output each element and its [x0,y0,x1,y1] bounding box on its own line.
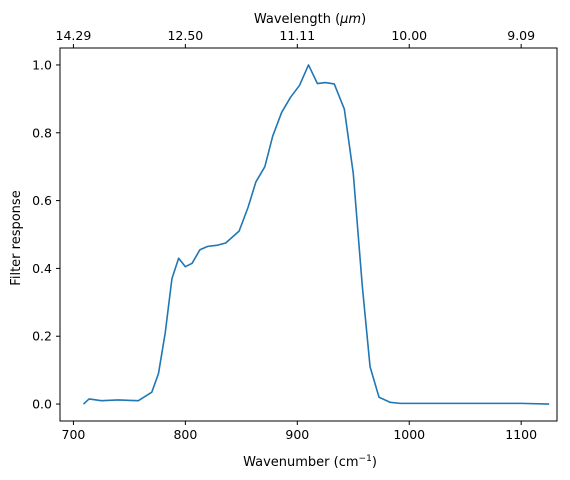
top-tick-label: 14.29 [56,28,92,43]
top-tick-label: 9.09 [507,28,535,43]
series-line-0 [82,64,550,405]
x-axis-label-text: Wavenumber (cm [243,455,358,470]
y-axis-label: Filter response [9,190,24,285]
plot-area [82,64,550,405]
top-x-axis-label-close: ) [361,12,366,27]
top-x-axis-label: Wavelength (μm) [254,12,366,27]
x-tick-label: 900 [285,427,309,442]
y-tick-label: 1.0 [32,57,52,72]
y-tick-label: 0.4 [32,261,52,276]
x-tick-label: 700 [62,427,86,442]
top-tick-label: 12.50 [167,28,203,43]
top-tick-label: 10.00 [391,28,427,43]
y-tick-label: 0.0 [32,397,52,412]
x-tick-label: 800 [173,427,197,442]
top-x-axis-label-text: Wavelength ( [254,12,340,27]
x-tick-label: 1100 [505,427,537,442]
y-tick-label: 0.6 [32,193,52,208]
x-axis-label: Wavenumber (cm−1) [243,454,377,470]
x-axis-label-close: ) [372,455,377,470]
top-tick-label: 11.11 [279,28,315,43]
axis-ticks: 700 800 900 1000 1100 0.0 0.2 0.4 0.6 0.8 1.0 14.29… [32,28,537,442]
top-x-axis-label-unit: μm [339,12,361,27]
axes-frame [59,47,558,422]
y-tick-label: 0.2 [32,329,52,344]
x-axis-label-exponent: −1 [359,454,372,464]
y-tick-label: 0.8 [32,125,52,140]
x-tick-label: 1000 [393,427,425,442]
